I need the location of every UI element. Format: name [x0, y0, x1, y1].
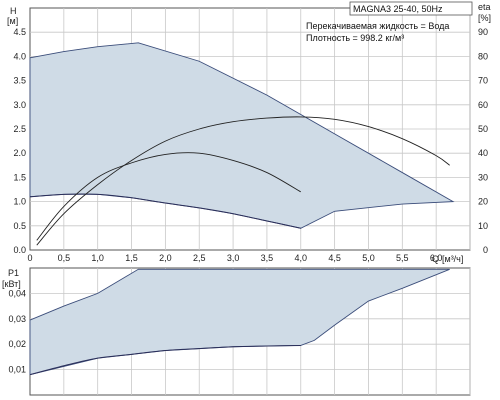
efficiency-tick-label: 50	[478, 124, 488, 134]
flow-tick-label: 0,5	[58, 253, 71, 263]
efficiency-axis-unit: [%]	[478, 13, 491, 23]
flow-tick-label: 4,0	[295, 253, 308, 263]
flow-tick-label: 1,5	[125, 253, 138, 263]
power-tick-label: 0,02	[8, 339, 26, 349]
head-chart: 0 0,5 1,0 1,5 2,0 2,5 3,0 3,5 4,0 4,5 5,0 5,5 6,0 0.0…	[7, 1, 491, 264]
head-tick-label: 3.5	[13, 76, 26, 86]
efficiency-tick-label: 20	[478, 197, 488, 207]
flow-tick-label: 3,5	[261, 253, 274, 263]
power-min-curve	[29, 344, 301, 376]
flow-axis-unit: [м³/ч]	[442, 254, 463, 264]
flow-tick-label: 2,5	[193, 253, 206, 263]
efficiency-tick-label: 80	[478, 51, 488, 61]
flow-tick-label: 0	[27, 253, 32, 263]
flow-tick-label: 4,5	[328, 253, 341, 263]
head-curves	[29, 116, 450, 246]
efficiency-tick-label: 60	[478, 100, 488, 110]
power-tick-labels: 0,01 0,02 0,03 0,04	[8, 288, 26, 374]
model-box	[349, 1, 473, 16]
head-tick-label: 1.5	[13, 172, 26, 182]
head-tick-label: 2.5	[13, 124, 26, 134]
head-axis-title: H	[10, 6, 17, 16]
head-axis-unit: [м]	[7, 16, 18, 26]
model-name: MAGNA3 25-40, 50Hz	[353, 4, 443, 14]
power-tick-label: 0,03	[8, 314, 26, 324]
flow-tick-label: 3,0	[227, 253, 240, 263]
head-tick-label: 1.0	[13, 197, 26, 207]
head-tick-label: 4.5	[13, 27, 26, 37]
head-envelope-area	[29, 42, 455, 229]
head-tick-label: 0.0	[13, 245, 26, 255]
fluid-note: Перекачиваемая жидкость = Вода	[306, 21, 449, 31]
flow-tick-label: 6,0	[430, 253, 443, 263]
head-tick-label: 4.0	[13, 51, 26, 61]
efficiency-tick-label: 30	[478, 172, 488, 182]
head-min-curve	[29, 193, 301, 229]
flow-axis-title: Q	[432, 254, 439, 264]
power-chart: 0,01 0,02 0,03 0,04 P1 [кВт]	[2, 267, 471, 396]
eta-max-curve	[36, 116, 450, 246]
head-tick-label: 0.5	[13, 221, 26, 231]
density-note: Плотность = 998.2 кг/м³	[306, 33, 404, 43]
power-curves	[29, 344, 301, 376]
flow-tick-label: 1,0	[91, 253, 104, 263]
efficiency-tick-label: 10	[478, 221, 488, 231]
efficiency-tick-label: 40	[478, 148, 488, 158]
eta-mid-curve	[36, 152, 301, 241]
efficiency-tick-label: 90	[478, 27, 488, 37]
efficiency-axis-title: eta	[478, 2, 491, 12]
power-axis-title: P1	[8, 268, 19, 278]
efficiency-tick-label: 0	[483, 245, 488, 255]
head-tick-label: 2.0	[13, 148, 26, 158]
flow-tick-label: 2,0	[159, 253, 172, 263]
head-tick-labels: 0 0,5 1,0 1,5 2,0 2,5 3,0 3,5 4,0 4,5 5,0 5,5 6,0 0.0…	[13, 27, 488, 263]
flow-tick-label: 5,5	[396, 253, 409, 263]
flow-tick-label: 5,0	[362, 253, 375, 263]
efficiency-tick-label: 70	[478, 76, 488, 86]
head-envelope	[29, 42, 455, 229]
power-axis-unit: [кВт]	[2, 279, 21, 289]
power-tick-label: 0,04	[8, 288, 26, 298]
head-tick-label: 3.0	[13, 100, 26, 110]
power-tick-label: 0,01	[8, 365, 26, 375]
